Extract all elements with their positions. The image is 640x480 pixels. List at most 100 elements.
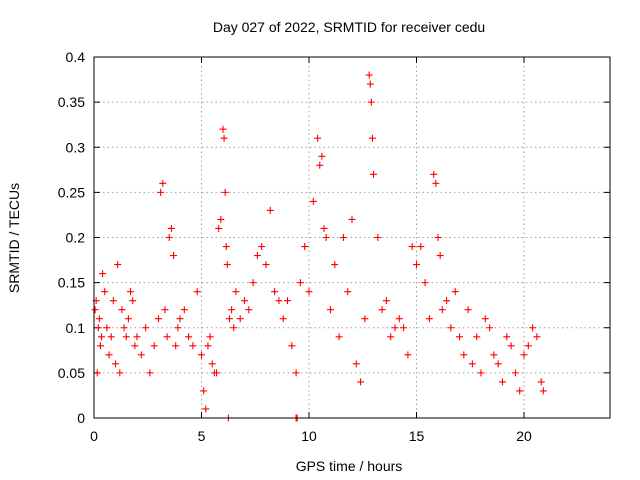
y-tick-label: 0.05 xyxy=(58,365,85,381)
data-point xyxy=(253,252,261,260)
data-point xyxy=(129,297,137,305)
data-point xyxy=(163,333,171,341)
data-point xyxy=(430,170,438,178)
data-point xyxy=(335,333,343,341)
data-point xyxy=(382,297,390,305)
data-point xyxy=(180,306,188,314)
data-point xyxy=(204,342,212,350)
data-point xyxy=(507,342,515,350)
data-point xyxy=(91,306,99,314)
data-point xyxy=(316,161,324,169)
data-point xyxy=(460,351,468,359)
data-point xyxy=(368,134,376,142)
data-point xyxy=(200,387,208,395)
data-point xyxy=(365,71,373,79)
data-point xyxy=(322,234,330,241)
data-point xyxy=(165,234,173,241)
data-point xyxy=(331,261,339,269)
data-point xyxy=(327,306,334,314)
data-point xyxy=(494,360,502,368)
data-point xyxy=(167,224,175,232)
data-point xyxy=(101,288,109,296)
data-point xyxy=(539,387,547,395)
data-point xyxy=(309,197,317,205)
data-point xyxy=(245,306,253,314)
data-point xyxy=(124,315,132,323)
data-point xyxy=(391,324,399,332)
data-point xyxy=(176,315,184,323)
data-point xyxy=(150,342,158,350)
data-point xyxy=(155,315,162,323)
data-point xyxy=(434,234,442,241)
data-point xyxy=(114,261,122,269)
data-point xyxy=(262,261,270,269)
data-point xyxy=(185,333,193,341)
data-point xyxy=(131,342,139,350)
data-point xyxy=(447,324,455,332)
data-point xyxy=(404,351,412,359)
data-point xyxy=(374,234,382,241)
data-point xyxy=(361,315,369,323)
data-point xyxy=(230,324,238,332)
chart-title: Day 027 of 2022, SRMTID for receiver ced… xyxy=(213,19,485,35)
data-point xyxy=(352,360,360,368)
data-point xyxy=(417,243,425,251)
data-series xyxy=(91,71,547,422)
data-point xyxy=(96,342,104,350)
data-point xyxy=(116,369,124,377)
data-point xyxy=(511,369,519,377)
data-point xyxy=(109,297,117,305)
x-tick-label: 5 xyxy=(198,428,206,444)
data-point xyxy=(314,134,322,142)
y-tick-label: 0 xyxy=(77,410,85,426)
data-point xyxy=(275,297,283,305)
data-point xyxy=(451,288,459,296)
data-point xyxy=(305,288,313,296)
data-point xyxy=(387,333,395,341)
data-point xyxy=(443,297,451,305)
data-point xyxy=(258,243,266,251)
data-point xyxy=(320,224,328,232)
data-point xyxy=(288,342,296,350)
data-point xyxy=(481,315,489,323)
data-point xyxy=(400,324,408,332)
data-point xyxy=(118,306,126,314)
data-point xyxy=(318,152,326,160)
data-point xyxy=(107,333,115,341)
data-point xyxy=(220,134,228,142)
data-point xyxy=(367,98,375,106)
data-point xyxy=(222,243,230,251)
data-point xyxy=(432,179,440,187)
data-point xyxy=(94,324,102,332)
data-point xyxy=(301,243,309,251)
data-point xyxy=(499,378,506,386)
data-point xyxy=(198,351,205,359)
y-tick-label: 0.25 xyxy=(58,184,85,200)
data-point xyxy=(421,279,429,287)
data-point xyxy=(172,342,180,350)
data-point xyxy=(159,179,167,187)
y-tick-label: 0.3 xyxy=(66,139,86,155)
data-point xyxy=(161,306,169,314)
data-point xyxy=(103,324,111,332)
y-axis-label: SRMTID / TECUs xyxy=(6,183,22,293)
y-tick-label: 0.15 xyxy=(58,275,85,291)
data-point xyxy=(202,405,210,413)
data-point xyxy=(95,315,103,323)
data-point xyxy=(208,360,216,368)
data-point xyxy=(271,288,279,296)
data-point xyxy=(127,288,135,296)
data-point xyxy=(122,333,130,341)
data-point xyxy=(120,324,128,332)
data-point xyxy=(520,351,528,359)
data-point xyxy=(473,333,481,341)
data-point xyxy=(99,270,107,278)
data-point xyxy=(221,188,229,196)
axis-ticks: 0 0.05 0.1 0.15 0.2 0.25 0.3 0.35 0.4 0 5 10 15 20 xyxy=(58,49,610,444)
data-point xyxy=(228,306,236,314)
data-point xyxy=(223,261,231,269)
y-tick-label: 0.35 xyxy=(58,94,85,110)
data-point xyxy=(217,215,225,223)
plot-frame xyxy=(93,56,611,419)
x-tick-label: 10 xyxy=(301,428,317,444)
